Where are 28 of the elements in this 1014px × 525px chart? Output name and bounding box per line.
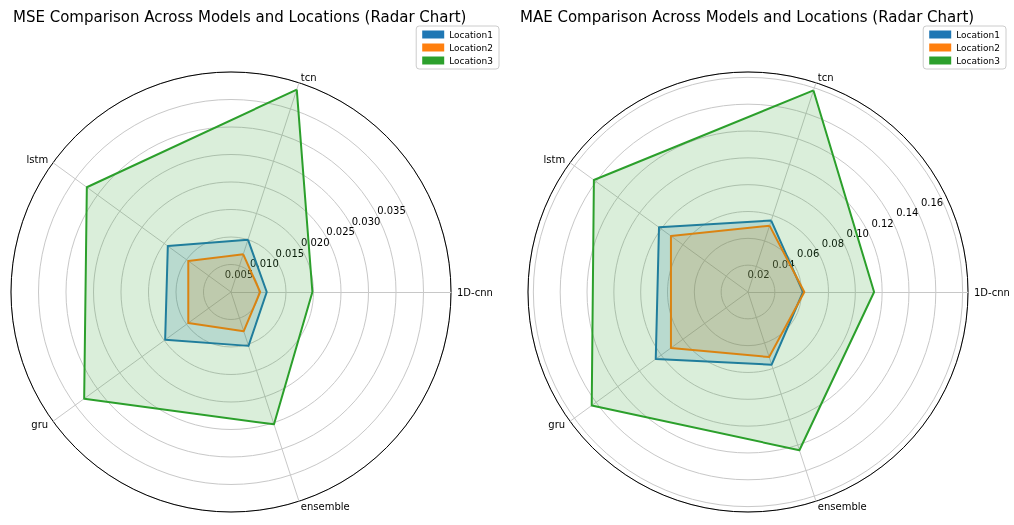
legend-label: Location3 <box>449 55 494 66</box>
spoke-label: tcn <box>300 71 317 83</box>
chart-title: MAE Comparison Across Models and Locations (Radar Chart) <box>520 7 975 26</box>
legend-label: Location3 <box>956 55 1001 66</box>
spoke-label: tcn <box>817 71 834 83</box>
spoke-label: 1D-cnn <box>974 286 1010 298</box>
y-tick-label: 0.06 <box>797 248 820 260</box>
spoke-label: lstm <box>543 153 566 165</box>
spoke-label: lstm <box>26 153 49 165</box>
spoke-label: gru <box>31 419 49 431</box>
y-tick-label: 0.08 <box>821 238 845 250</box>
spoke-label: ensemble <box>300 501 350 513</box>
spoke-label: ensemble <box>817 501 867 513</box>
spoke-label: gru <box>548 419 566 431</box>
y-tick-label: 0.025 <box>326 226 355 238</box>
y-tick-label: 0.035 <box>377 205 406 217</box>
y-tick-label: 0.030 <box>351 215 381 227</box>
y-tick-label: 0.14 <box>896 207 919 219</box>
legend-label: Location2 <box>956 42 1001 53</box>
y-tick-label: 0.015 <box>275 247 305 259</box>
legend-label: Location1 <box>449 29 494 40</box>
spoke-label: 1D-cnn <box>457 286 493 298</box>
legend-label: Location2 <box>449 42 494 53</box>
y-tick-label: 0.02 <box>747 268 770 280</box>
y-tick-label: 0.12 <box>871 217 894 229</box>
y-tick-label: 0.16 <box>920 196 944 208</box>
legend-label: Location1 <box>956 29 1001 40</box>
chart-title: MSE Comparison Across Models and Locations (Radar Chart) <box>13 7 467 26</box>
